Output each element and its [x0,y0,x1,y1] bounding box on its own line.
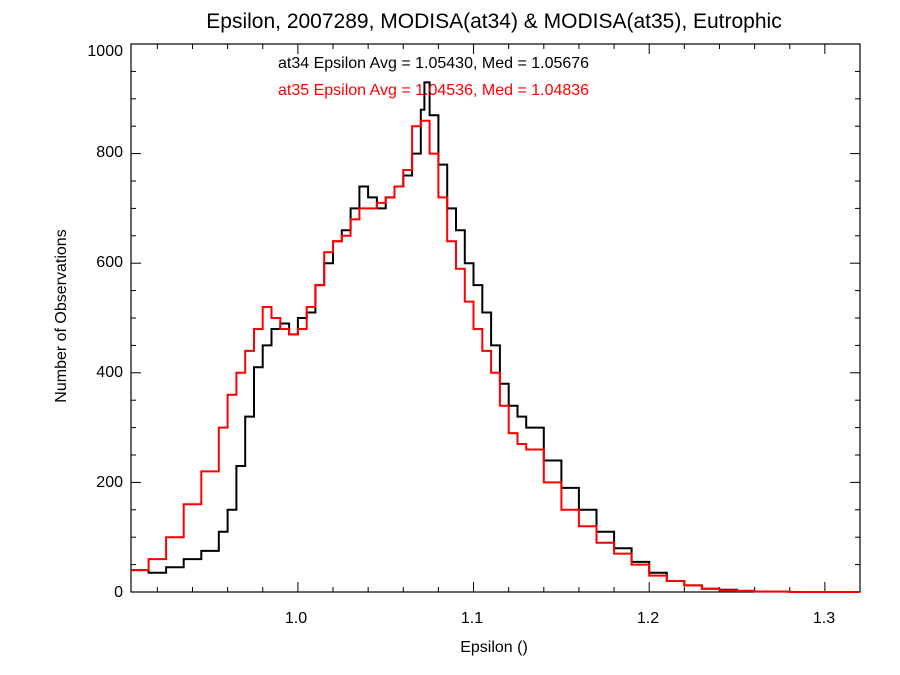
annotation-at34-stats: at34 Epsilon Avg = 1.05430, Med = 1.0567… [278,55,589,72]
x-tick-label-1.1: 1.1 [461,610,483,627]
annotation-at35-stats: at35 Epsilon Avg = 1.04536, Med = 1.0483… [278,82,589,99]
y-tick-label-200: 200 [96,474,123,491]
y-tick-label-600: 600 [96,254,123,271]
x-axis-label: Epsilon () [460,639,528,656]
y-tick-label-400: 400 [96,364,123,381]
y-tick-label-1000: 1000 [87,43,123,60]
y-axis [131,43,860,593]
chart-title: Epsilon, 2007289, MODISA(at34) & MODISA(… [206,10,781,33]
series-at34-line [131,81,860,593]
x-tick-label-1.3: 1.3 [813,610,835,627]
y-tick-label-800: 800 [96,144,123,161]
y-axis-label: Number of Observations [53,229,70,402]
series-at35-line [131,119,860,593]
plot-frame [130,43,861,593]
x-tick-label-1.2: 1.2 [637,610,659,627]
series-layer [131,81,860,593]
y-tick-label-0: 0 [114,584,123,601]
x-tick-label-1.0: 1.0 [285,610,307,627]
